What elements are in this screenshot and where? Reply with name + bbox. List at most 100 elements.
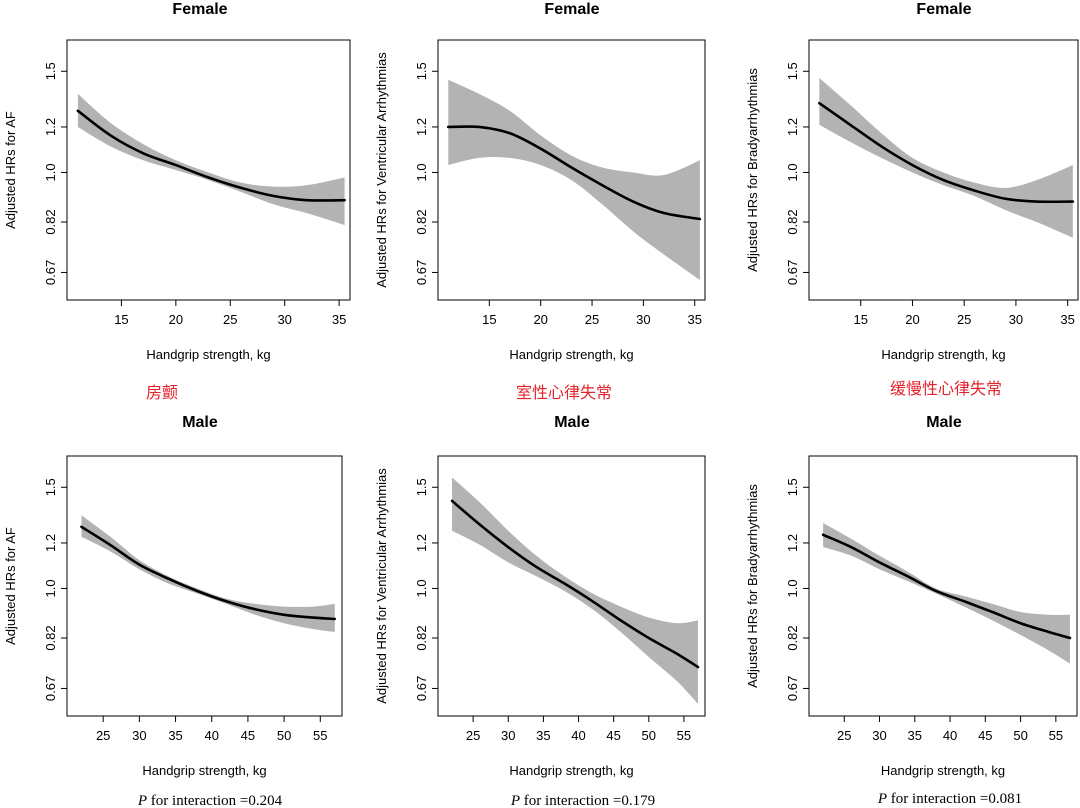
x-tick-label-35: 35 xyxy=(908,728,922,743)
ci-band xyxy=(81,515,335,632)
x-tick-label-35: 35 xyxy=(687,312,701,327)
x-tick-label-40: 40 xyxy=(943,728,957,743)
y-tick-label-0-67: 0.67 xyxy=(414,260,429,285)
y-tick-label-0-67: 0.67 xyxy=(785,676,800,701)
x-tick-label-25: 25 xyxy=(957,312,971,327)
x-tick-label-50: 50 xyxy=(277,728,291,743)
x-tick-label-25: 25 xyxy=(585,312,599,327)
y-tick-label-1-2: 1.2 xyxy=(785,118,800,136)
ci-band xyxy=(448,79,700,281)
interaction-p-ventricular: P for interaction =0.179 xyxy=(510,793,655,808)
x-tick-label-15: 15 xyxy=(114,312,128,327)
x-tick-label-30: 30 xyxy=(277,312,291,327)
y-tick-label-1-2: 1.2 xyxy=(414,118,429,136)
y-tick-label-1-5: 1.5 xyxy=(414,478,429,496)
y-tick-label-0-82: 0.82 xyxy=(785,625,800,650)
x-tick-label-20: 20 xyxy=(533,312,547,327)
y-tick-label-1-0: 1.0 xyxy=(43,579,58,597)
x-tick-label-55: 55 xyxy=(313,728,327,743)
x-tick-label-30: 30 xyxy=(872,728,886,743)
x-tick-label-30: 30 xyxy=(1009,312,1023,327)
y-tick-label-1-5: 1.5 xyxy=(785,478,800,496)
x-tick-label-55: 55 xyxy=(1049,728,1063,743)
y-tick-label-1-5: 1.5 xyxy=(43,62,58,80)
x-axis-label: Handgrip strength, kg xyxy=(881,763,1005,778)
hr-line xyxy=(821,533,1072,640)
x-axis-label: Handgrip strength, kg xyxy=(509,347,633,362)
y-tick-label-0-82: 0.82 xyxy=(43,209,58,234)
x-tick-label-45: 45 xyxy=(241,728,255,743)
x-tick-label-50: 50 xyxy=(642,728,656,743)
y-tick-label-1-5: 1.5 xyxy=(414,62,429,80)
x-tick-label-45: 45 xyxy=(978,728,992,743)
panel-title: Female xyxy=(916,1,971,18)
x-tick-label-25: 25 xyxy=(837,728,851,743)
plot-frame xyxy=(437,455,706,717)
x-tick-label-15: 15 xyxy=(853,312,867,327)
plot-frame xyxy=(66,455,343,717)
y-tick-label-1-0: 1.0 xyxy=(43,163,58,181)
y-axis-label: Adjusted HRs for AF xyxy=(3,111,18,229)
x-tick-label-40: 40 xyxy=(205,728,219,743)
x-axis-label: Handgrip strength, kg xyxy=(146,347,270,362)
x-tick-label-25: 25 xyxy=(96,728,110,743)
hr-line xyxy=(450,499,700,669)
y-tick-label-1-0: 1.0 xyxy=(414,163,429,181)
panel-3: 15 20 25 30 35 0.67 0.82 1.0 1.2 1.5 Female Handgri… xyxy=(745,1,1079,362)
hr-line xyxy=(446,125,702,221)
plot-frame xyxy=(808,39,1079,301)
y-tick-label-1-2: 1.2 xyxy=(785,534,800,552)
x-tick-label-35: 35 xyxy=(168,728,182,743)
y-tick-label-1-0: 1.0 xyxy=(414,579,429,597)
x-tick-label-35: 35 xyxy=(1060,312,1074,327)
y-tick-label-1-0: 1.0 xyxy=(785,579,800,597)
x-tick-label-20: 20 xyxy=(905,312,919,327)
y-tick-label-1-2: 1.2 xyxy=(43,118,58,136)
y-tick-label-0-82: 0.82 xyxy=(43,625,58,650)
plot-frame xyxy=(808,455,1078,717)
x-tick-label-20: 20 xyxy=(169,312,183,327)
y-tick-label-0-67: 0.67 xyxy=(785,260,800,285)
outcome-label-af: 房颤 xyxy=(146,383,178,402)
panels-layer: 15 20 25 30 35 0.67 0.82 1.0 1.2 1.5 Female Handgri… xyxy=(3,1,1079,778)
y-axis-label: Adjusted HRs for Bradyarrhythmias xyxy=(745,484,760,688)
x-tick-label-30: 30 xyxy=(636,312,650,327)
x-tick-label-55: 55 xyxy=(677,728,691,743)
y-tick-label-0-82: 0.82 xyxy=(414,625,429,650)
ci-band xyxy=(77,93,345,226)
hr-line xyxy=(80,525,337,621)
x-tick-label-35: 35 xyxy=(536,728,550,743)
outcome-label-ventricular: 室性心律失常 xyxy=(516,383,612,402)
panel-1: 15 20 25 30 35 0.67 0.82 1.0 1.2 1.5 Female Handgri… xyxy=(3,1,351,362)
panel-2: 15 20 25 30 35 0.67 0.82 1.0 1.2 1.5 Female Handgri… xyxy=(374,1,706,362)
x-tick-label-25: 25 xyxy=(466,728,480,743)
y-tick-label-1-5: 1.5 xyxy=(785,62,800,80)
y-axis-label: Adjusted HRs for Ventricular Arrhythmias xyxy=(374,52,389,288)
y-tick-label-1-2: 1.2 xyxy=(43,534,58,552)
plot-frame xyxy=(437,39,706,301)
x-tick-label-15: 15 xyxy=(482,312,496,327)
ci-band xyxy=(819,77,1073,238)
y-axis-label: Adjusted HRs for AF xyxy=(3,527,18,645)
y-tick-label-0-82: 0.82 xyxy=(785,209,800,234)
panel-6: 25 30 35 40 45 50 55 0.67 0.82 1.0 1.2 1.5 Male Handg… xyxy=(745,414,1078,778)
interaction-p-brady: P for interaction =0.081 xyxy=(877,791,1022,807)
y-tick-label-1-2: 1.2 xyxy=(414,534,429,552)
y-tick-label-1-0: 1.0 xyxy=(785,163,800,181)
y-tick-label-0-82: 0.82 xyxy=(414,209,429,234)
panel-title: Female xyxy=(172,1,227,18)
hr-line xyxy=(818,101,1075,204)
y-tick-label-0-67: 0.67 xyxy=(43,260,58,285)
y-tick-label-1-5: 1.5 xyxy=(43,478,58,496)
x-tick-label-30: 30 xyxy=(132,728,146,743)
panel-title: Male xyxy=(182,414,218,431)
x-tick-label-50: 50 xyxy=(1013,728,1027,743)
panel-title: Male xyxy=(926,414,962,431)
x-tick-label-40: 40 xyxy=(571,728,585,743)
plot-frame xyxy=(66,39,351,301)
panel-5: 25 30 35 40 45 50 55 0.67 0.82 1.0 1.2 1.5 Male Handg… xyxy=(374,414,706,778)
hr-line xyxy=(76,109,346,202)
panel-title: Male xyxy=(554,414,590,431)
x-axis-label: Handgrip strength, kg xyxy=(509,763,633,778)
